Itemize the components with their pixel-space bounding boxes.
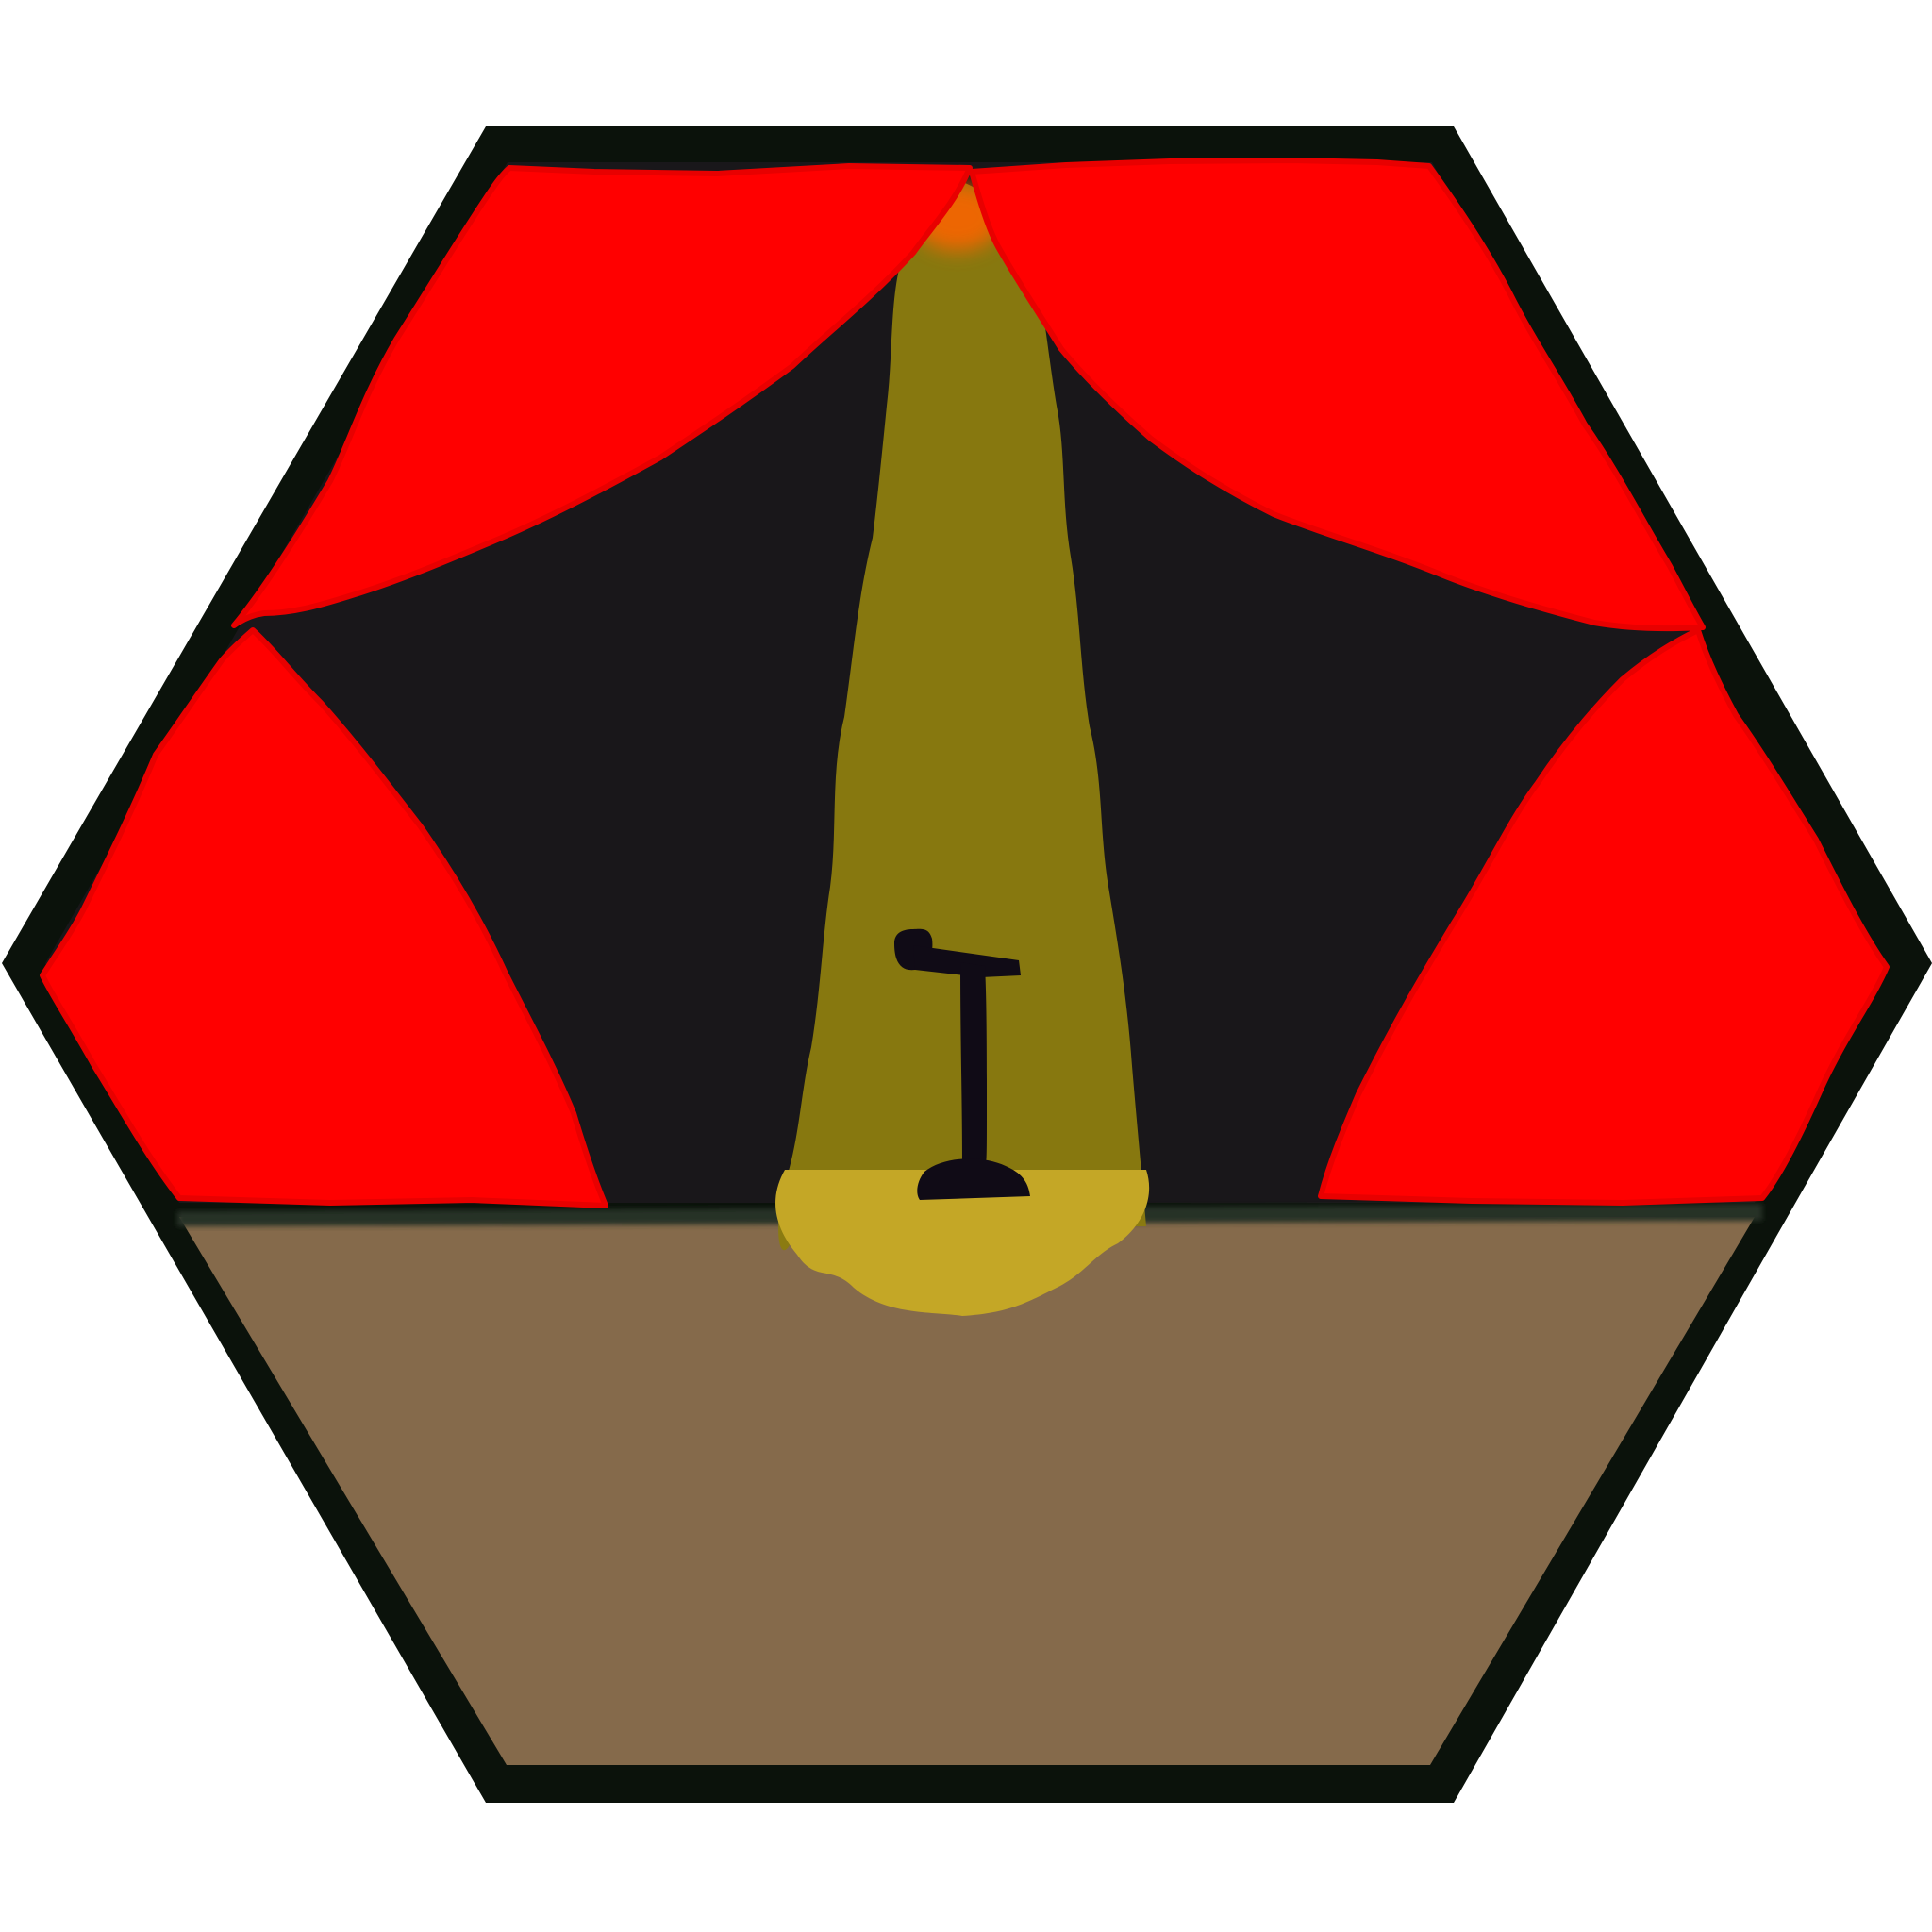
stage-floor (179, 1217, 1755, 1765)
microphone-arm (913, 945, 1021, 977)
spotlight-beam (778, 179, 1146, 1251)
curtain-lower-right (1318, 627, 1890, 1206)
microphone-base (917, 1158, 1030, 1200)
curtain-top-right (969, 158, 1706, 632)
spotlight-pool (775, 1170, 1150, 1316)
microphone-pole (960, 962, 987, 1163)
curtain-top-left (231, 163, 973, 628)
curtain-lower-left (40, 627, 608, 1208)
microphone-stand-icon (894, 928, 1030, 1200)
